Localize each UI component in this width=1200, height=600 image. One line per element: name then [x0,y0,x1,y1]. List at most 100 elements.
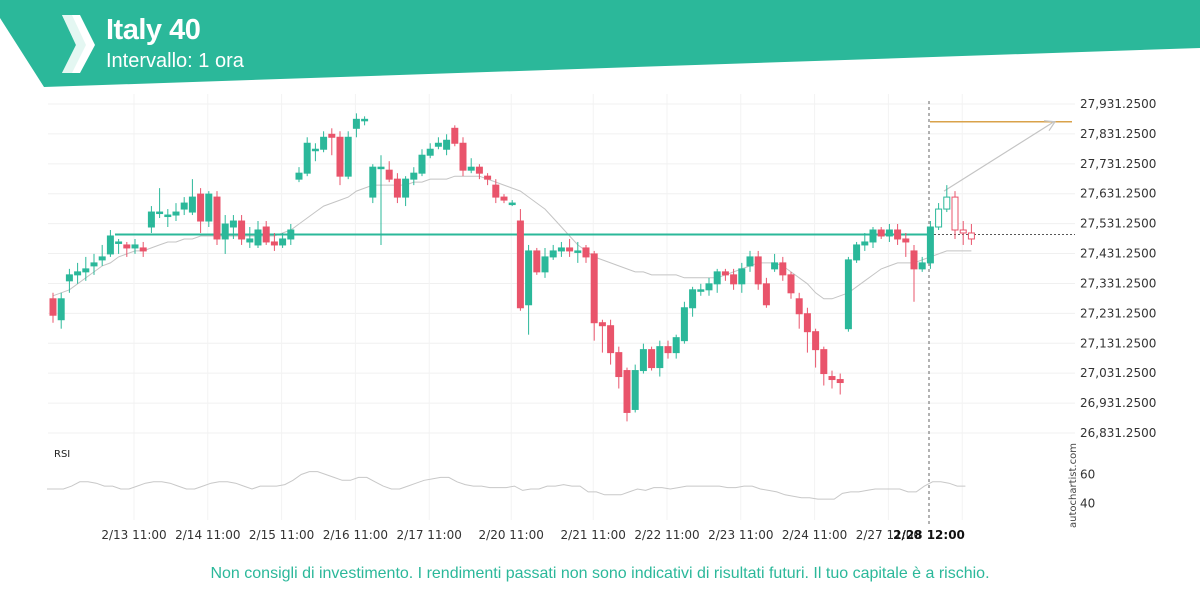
candle-body [672,337,680,354]
candle-body [680,307,688,342]
disclaimer: Non consigli di investimento. I rendimen… [210,565,990,582]
candle-body [115,241,123,244]
candle-body [213,196,221,240]
y-tick-label: 27,031.2500 [1080,366,1156,380]
candle-body [361,118,369,122]
candle-body [557,247,565,252]
candle-body [344,136,352,177]
x-tick-label: 2/23 11:00 [708,528,773,542]
candle-body [820,349,828,375]
candle-body [689,289,697,309]
candle-body [295,172,303,180]
y-tick-label: 27,531.2500 [1080,217,1156,231]
candle-body [229,220,237,228]
candle-body [402,178,410,198]
candle-body [771,262,779,270]
candle-body [779,262,787,276]
x-tick-label: 2/21 11:00 [561,528,626,542]
candle-body [910,250,918,270]
candle-body [959,229,967,234]
rsi-tick-label: 40 [1080,497,1095,511]
candle-body [131,244,139,249]
candle-body [410,172,418,180]
candle-body [311,148,319,152]
candle-body [426,148,434,156]
header-banner: Italy 40 Intervallo: 1 ora [0,0,1200,90]
candle-body [262,226,270,243]
candle-body [795,298,803,315]
candle-body [549,250,557,258]
candle-body [951,196,959,231]
candle-body [803,313,811,333]
forecast-arrow-line [943,121,1055,192]
candle-body [123,244,131,249]
candle-body [369,166,377,198]
x-tick-label: 2/27 11:00 [856,528,921,542]
autochartist-logo-icon [62,15,95,73]
candle-body [738,268,746,285]
candle-body [869,229,877,243]
candle-body [156,211,164,215]
candle-body [270,241,278,246]
candle-body [967,232,975,240]
candle-body [336,136,344,177]
candle-body [434,142,442,147]
candle-body [303,142,311,174]
candle-body [139,247,147,252]
y-tick-label: 27,431.2500 [1080,247,1156,261]
candle-body [648,349,656,369]
candle-body [320,136,328,150]
candle-body [385,169,393,180]
candle-body [484,175,492,180]
candle-body [254,229,262,246]
y-tick-label: 27,631.2500 [1080,187,1156,201]
candle-body [730,274,738,285]
candle-body [147,211,155,228]
candle-body [82,268,90,273]
rsi-tick-label: 60 [1080,468,1095,482]
candle-body [418,154,426,174]
candle-body [918,262,926,270]
candle-body [180,202,188,210]
candle-body [623,370,631,413]
candle-body [475,166,483,174]
banner-shape [0,0,1200,87]
candles-layer [49,113,975,422]
candle-body [705,283,713,291]
moving-average-line [52,175,972,300]
x-tick-label: 2/20 11:00 [479,528,544,542]
candle-body [525,250,533,306]
candle-body [533,250,541,273]
candle-body [836,379,844,384]
candle-body [656,346,664,369]
candle-body [57,298,65,321]
interval-subtitle: Intervallo: 1 ora [106,50,244,72]
candle-body [902,238,910,243]
chart-grid [48,94,1075,520]
candle-body [492,184,500,198]
y-tick-label: 27,131.2500 [1080,336,1156,350]
x-tick-label: 2/15 11:00 [249,528,314,542]
candle-body [935,208,943,228]
candle-body [516,220,524,309]
y-tick-label: 26,831.2500 [1080,426,1156,440]
candle-body [721,271,729,276]
x-tick-label: 2/13 11:00 [101,528,166,542]
candle-body [172,211,180,216]
candle-body [393,178,401,198]
candle-body [221,223,229,240]
candle-body [287,229,295,240]
candle-body [582,247,590,258]
rsi-line [47,471,966,500]
candle-body [885,229,893,237]
candle-body [328,133,336,138]
candle-body [762,283,770,306]
candle-body [197,193,205,222]
candle-body [861,241,869,246]
candle-body [205,193,213,222]
x-tick-label: 2/28 12:00 [893,528,965,542]
candle-body [443,139,451,150]
candle-body [74,271,82,276]
candle-body [894,229,902,240]
